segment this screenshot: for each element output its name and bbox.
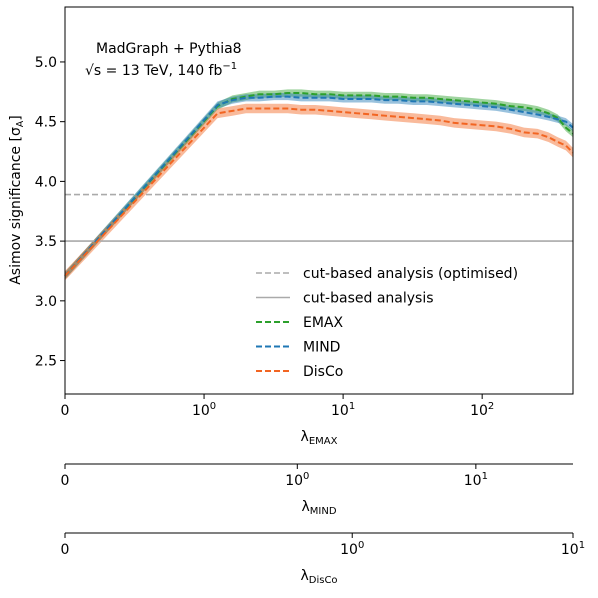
plot-frame: [64, 6, 574, 395]
x-tick-label-emax: 101: [331, 401, 355, 419]
legend-label-1: cut-based analysis (optimised): [303, 266, 518, 282]
x-axis-label-disco: λDisCo: [300, 568, 337, 586]
x-tick-label-emax: 0: [61, 403, 70, 419]
legend-label-3: EMAX: [303, 315, 344, 331]
plot-area: [64, 6, 574, 395]
annotation: MadGraph + Pythia8 √s = 13 TeV, 140 fb−1: [85, 41, 242, 79]
x-axis-label-mind: λMIND: [301, 499, 336, 517]
legend-label-5: DisCo: [303, 364, 343, 380]
y-axis-label: Asimov significance [σA]: [8, 115, 26, 285]
series-line-disco: [64, 107, 574, 277]
y-tick-label: 5.0: [35, 55, 57, 71]
legend-label-4: MIND: [303, 340, 340, 356]
y-tick-label: 2.5: [35, 354, 57, 370]
legend-label-2: cut-based analysis: [303, 291, 434, 307]
x-axis-label-emax: λEMAX: [301, 429, 338, 447]
x-tick-label-mind: 0: [61, 473, 70, 489]
x-tick-label-disco: 0: [61, 542, 70, 558]
series-line-mind: [64, 95, 574, 277]
y-tick-label: 3.5: [35, 234, 57, 250]
x-tick-label-emax: 102: [470, 401, 494, 419]
y-tick-label: 4.5: [35, 115, 57, 131]
x-tick-label-mind: 100: [285, 471, 309, 489]
y-tick-label: 3.0: [35, 294, 57, 310]
reference-lines: [65, 193, 573, 242]
series-lines: [64, 92, 574, 277]
legend: cut-based analysis (optimised) cut-based …: [256, 266, 518, 380]
y-axis: 2.5 3.0 3.5 4.0 4.5 5.0: [35, 55, 65, 370]
x-tick-label-disco: 100: [340, 540, 364, 558]
x-tick-label-mind: 101: [464, 471, 488, 489]
series-line-emax: [64, 92, 574, 277]
x-tick-label-disco: 101: [561, 540, 585, 558]
band-emax: [65, 89, 573, 280]
annotation-generator: MadGraph + Pythia8: [96, 41, 242, 57]
annotation-energy-lumi: √s = 13 TeV, 140 fb−1: [85, 61, 237, 79]
x-axes: 0 100 101 102 λEMAX 0 100 101 λMIND 0 100 101 λDisCo: [61, 394, 585, 586]
x-tick-label-emax: 100: [192, 401, 216, 419]
y-tick-label: 4.0: [35, 174, 57, 190]
